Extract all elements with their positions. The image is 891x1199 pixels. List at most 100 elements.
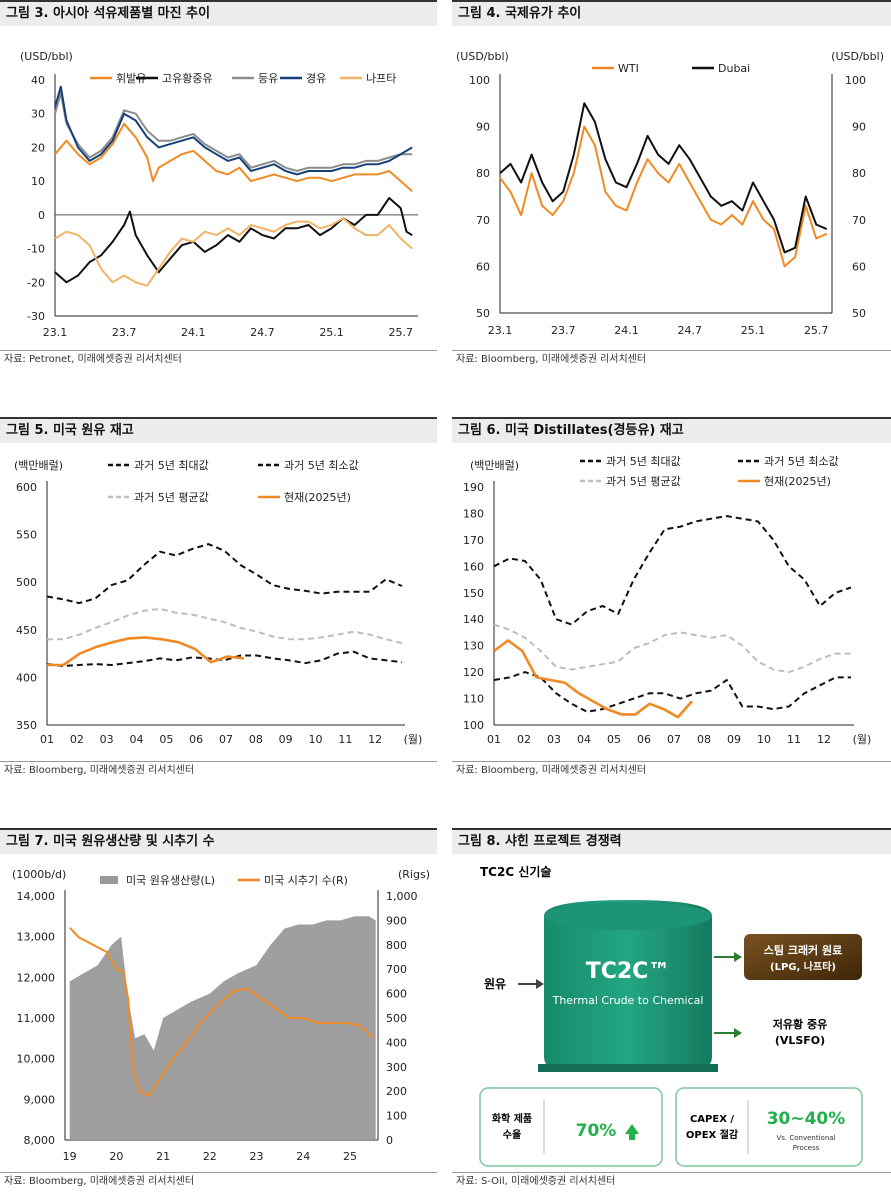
x-tick-label: 06	[189, 733, 203, 746]
source-note: 자료: Bloomberg, 미래에셋증권 리서치센터	[0, 761, 437, 779]
legend-label: 과거 5년 최소값	[284, 459, 359, 472]
series-line-1	[499, 102, 828, 254]
series-line-2	[54, 92, 413, 172]
y-tick-label: 11,000	[17, 1012, 56, 1025]
x-tick-label: 02	[70, 733, 84, 746]
y2-tick-label: 900	[386, 914, 407, 927]
capex-sub-line2: Process	[793, 1144, 820, 1152]
panel-oil-prices: 그림 4. 국제유가 추이 (USD/bbl) (USD/bbl) 100 90 80 7…	[452, 0, 891, 370]
y-tick-label: 9,000	[24, 1093, 56, 1106]
tank-title: TC2C™	[586, 959, 671, 984]
x-tick-label: 24.1	[181, 326, 206, 339]
y-tick-label: 600	[16, 481, 37, 494]
panel-asia-margins: 그림 3. 아시아 석유제품별 마진 추이 (USD/bbl) 40 30 20 10 0…	[0, 0, 437, 370]
x-tick-label: 25.7	[388, 326, 413, 339]
y-tick-label: 400	[16, 671, 37, 684]
y2-tick-label: 500	[386, 1012, 407, 1025]
x-tick-label: 24.1	[614, 324, 639, 337]
y-tick-label: 10	[31, 175, 45, 188]
y-tick-label: -30	[27, 310, 45, 323]
y2-tick-label: 200	[386, 1085, 407, 1098]
y2-tick-label: 700	[386, 963, 407, 976]
y2-tick-label: 300	[386, 1061, 407, 1074]
series-line-3	[54, 85, 413, 176]
legend-label: Dubai	[718, 62, 750, 75]
x-tick-label: 09	[727, 733, 741, 746]
chart-oil-prices: (USD/bbl) (USD/bbl) 100 90 80 70 60 50 100 90 80 70…	[456, 50, 884, 337]
x-tick-label: 23.7	[112, 326, 137, 339]
y2-tick-label: 50	[852, 307, 866, 320]
y-tick-label: 13,000	[17, 931, 56, 944]
panel-us-distillates: 그림 6. 미국 Distillates(경등유) 재고 (백만배럴) 190 18…	[452, 417, 891, 787]
y-axis-label: (USD/bbl)	[456, 50, 509, 63]
y-axis-label: (1000b/d)	[12, 868, 66, 881]
x-tick-label: 23.1	[43, 326, 68, 339]
legend-label: 현재(2025년)	[764, 475, 831, 488]
x-tick-label: 09	[279, 733, 293, 746]
x-tick-label: 07	[667, 733, 681, 746]
legend-label: 미국 원유생산량(L)	[126, 874, 215, 887]
source-note: 자료: Petronet, 미래에셋증권 리서치센터	[0, 350, 437, 368]
x-tick-label: 24.7	[250, 326, 275, 339]
y-tick-label: 550	[16, 529, 37, 542]
panel-title: 그림 5. 미국 원유 재고	[0, 417, 437, 443]
x-tick-label: 20	[109, 1150, 123, 1163]
x-tick-label: (월)	[404, 733, 423, 746]
y-tick-label: 0	[38, 209, 45, 222]
panel-us-crude-stock: 그림 5. 미국 원유 재고 (백만배럴) 600 550 500 450 400 350 0…	[0, 417, 437, 787]
x-tick-label: 02	[517, 733, 531, 746]
y2-tick-label: 800	[386, 939, 407, 952]
panel-title: 그림 4. 국제유가 추이	[452, 0, 891, 26]
y2-tick-label: 60	[852, 260, 866, 273]
panel-title: 그림 8. 샤힌 프로젝트 경쟁력	[452, 828, 891, 854]
chart-us-production-rigs: (1000b/d) (Rigs) 14,000 13,000 12,000 11,000 1…	[12, 868, 430, 1163]
y-tick-label: 12,000	[17, 971, 56, 984]
y2-axis-label: (Rigs)	[398, 868, 430, 881]
tank-subtitle: Thermal Crude to Chemical	[552, 994, 704, 1007]
y-tick-label: 500	[16, 576, 37, 589]
series-line-1	[68, 927, 374, 1098]
y-tick-label: 80	[476, 167, 490, 180]
input-label: 원유	[484, 977, 506, 991]
x-tick-label: 04	[577, 733, 591, 746]
legend-label: 과거 5년 평균값	[606, 475, 681, 488]
x-tick-label: 22	[203, 1150, 217, 1163]
x-tick-label: 24.7	[677, 324, 702, 337]
y-tick-label: 50	[476, 307, 490, 320]
yield-value: 70%	[576, 1121, 617, 1141]
y-tick-label: 90	[476, 121, 490, 134]
y-tick-label: 160	[463, 560, 484, 573]
panel-us-production-rigs: 그림 7. 미국 원유생산량 및 시추기 수 (1000b/d) (Rigs) 14…	[0, 828, 437, 1199]
series-line-3	[47, 636, 245, 667]
y-tick-label: 350	[16, 719, 37, 732]
y2-tick-label: 0	[386, 1134, 393, 1147]
series-line-3	[493, 639, 693, 719]
x-tick-label: 23	[250, 1150, 264, 1163]
y-tick-label: 30	[31, 108, 45, 121]
panel-shaheen: 그림 8. 샤힌 프로젝트 경쟁력 TC2C 신기술 TC2C™ Thermal…	[452, 828, 891, 1199]
y-tick-label: 170	[463, 534, 484, 547]
panel-title: 그림 3. 아시아 석유제품별 마진 추이	[0, 0, 437, 26]
series-line-1	[54, 197, 413, 284]
y2-axis-label: (USD/bbl)	[831, 50, 884, 63]
x-tick-label: 12	[817, 733, 831, 746]
y-axis-label: (백만배럴)	[14, 459, 63, 472]
y-axis-label: (백만배럴)	[470, 459, 519, 472]
legend-label: 과거 5년 최대값	[606, 455, 681, 468]
x-tick-label: 01	[487, 733, 501, 746]
y-tick-label: 70	[476, 214, 490, 227]
tank-base	[538, 1064, 718, 1072]
y-tick-label: 140	[463, 613, 484, 626]
y-axis-label: (USD/bbl)	[20, 50, 73, 63]
up-arrow-icon	[625, 1124, 639, 1140]
x-tick-label: 21	[156, 1150, 170, 1163]
yield-box	[479, 1087, 663, 1167]
output1-line1: 스팀 크래커 원료	[764, 943, 843, 957]
y2-tick-label: 80	[852, 167, 866, 180]
legend-label: 과거 5년 최대값	[134, 459, 209, 472]
x-tick-label: 03	[547, 733, 561, 746]
legend-swatch	[100, 876, 118, 884]
legend-label: 휘발유	[116, 72, 146, 85]
x-tick-label: 07	[219, 733, 233, 746]
x-tick-label: 01	[40, 733, 54, 746]
